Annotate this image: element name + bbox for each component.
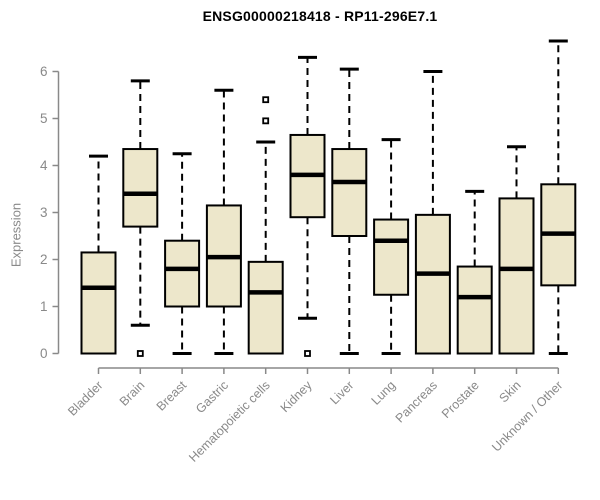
iqr-box — [331, 148, 368, 237]
y-tick-label: 5 — [40, 111, 48, 126]
x-tick-label: Prostate — [439, 378, 482, 421]
iqr-box — [247, 260, 284, 355]
y-tick-label: 3 — [40, 205, 48, 220]
x-tick-label: Brain — [117, 378, 148, 409]
x-tick-label: Hematopoietic cells — [186, 378, 273, 465]
iqr-box — [373, 218, 410, 296]
x-tick-label: Kidney — [278, 378, 315, 415]
outlier-point — [304, 350, 311, 357]
y-tick-label: 0 — [40, 346, 48, 361]
outlier-point — [262, 96, 270, 104]
x-tick-label: Unknown / Other — [489, 378, 565, 454]
boxplot-gastric — [205, 88, 242, 355]
outlier-point — [262, 117, 270, 125]
boxplot-breast — [164, 152, 201, 355]
y-tick-label: 6 — [40, 64, 48, 79]
boxplot-bladder — [80, 154, 117, 355]
iqr-box — [498, 197, 535, 355]
y-tick-label: 2 — [40, 252, 48, 267]
boxplot-lung — [373, 138, 410, 355]
iqr-box — [414, 213, 451, 355]
boxplot-kidney — [289, 55, 326, 357]
x-tick-label: Skin — [497, 378, 524, 405]
iqr-box — [456, 265, 493, 355]
y-tick-label: 1 — [40, 299, 48, 314]
x-tick-label: Pancreas — [393, 378, 440, 425]
x-tick-label: Bladder — [65, 378, 105, 418]
boxplot-prostate — [456, 189, 493, 355]
y-axis-label: Expression — [8, 202, 24, 268]
iqr-box — [80, 251, 117, 355]
x-tick-label: Lung — [369, 378, 399, 408]
boxplot-liver — [331, 67, 368, 355]
boxplot-skin — [498, 145, 535, 355]
boxplot-unknown-other — [540, 39, 577, 355]
x-tick-label: Breast — [154, 378, 190, 414]
boxplot-brain — [122, 79, 159, 357]
outlier-point — [136, 350, 144, 357]
x-tick-label: Gastric — [193, 378, 231, 416]
iqr-box — [164, 239, 201, 308]
chart-title: ENSG00000218418 - RP11-296E7.1 — [202, 8, 438, 24]
boxplot-pancreas — [414, 70, 451, 355]
iqr-box — [122, 148, 159, 228]
x-tick-label: Liver — [327, 378, 356, 407]
boxplot-hematopoietic-cells — [247, 96, 284, 355]
y-tick-label: 4 — [40, 158, 48, 173]
